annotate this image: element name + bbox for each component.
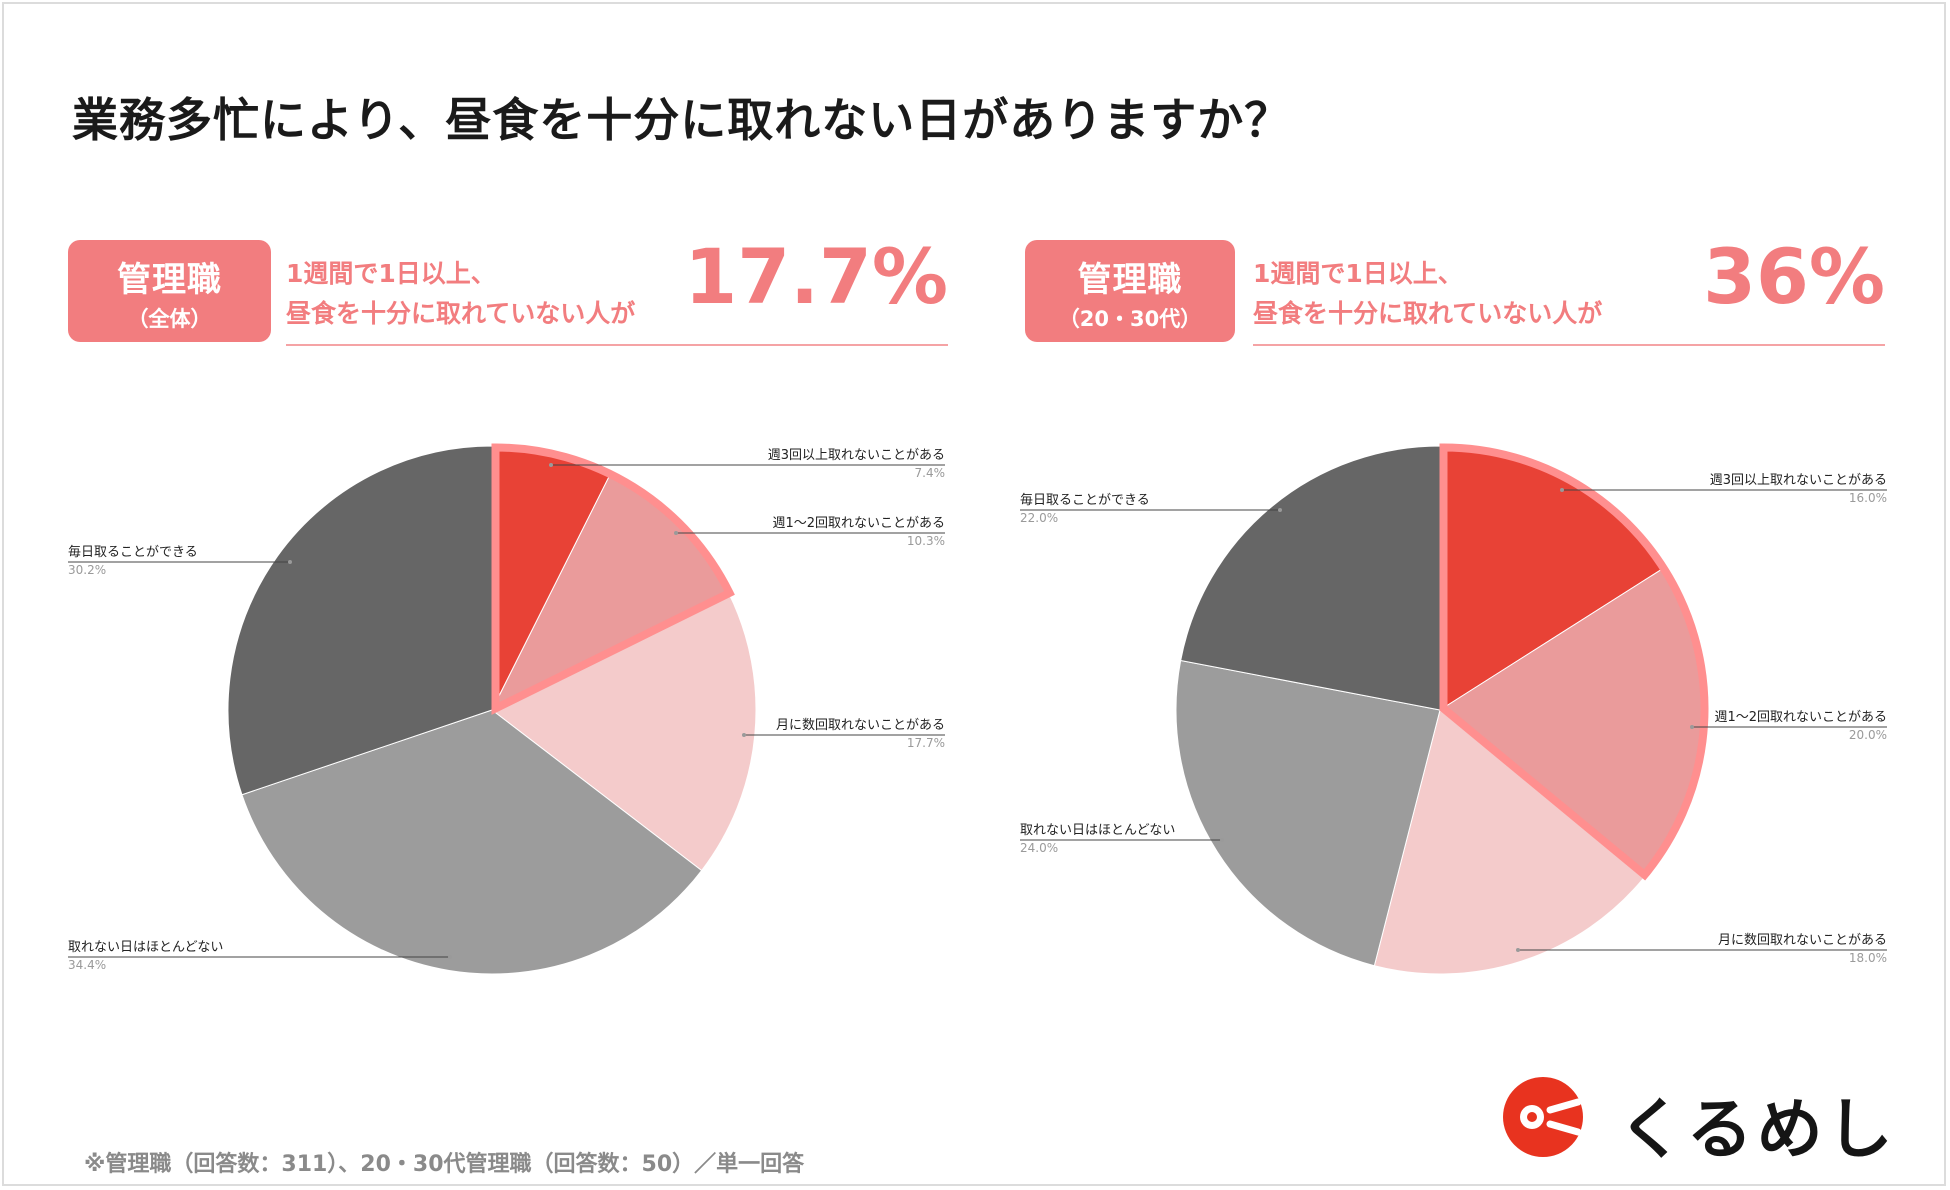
category-label: 週3回以上取れないことがある bbox=[768, 448, 945, 463]
badge-young: 管理職 （20・30代） bbox=[1025, 240, 1235, 342]
summary-text: 1週間で1日以上、 昼食を十分に取れていない人が bbox=[286, 254, 635, 334]
leader-dot bbox=[1278, 508, 1282, 512]
pie-slice bbox=[1180, 445, 1441, 711]
badge-main-label: 管理職 bbox=[1077, 260, 1183, 300]
panel-header-all: 管理職 （全体） 1週間で1日以上、 昼食を十分に取れていない人が 17.7% bbox=[68, 232, 948, 350]
panel-header-young: 管理職 （20・30代） 1週間で1日以上、 昼食を十分に取れていない人が 36… bbox=[1025, 232, 1885, 350]
logo-mark-icon bbox=[1503, 1077, 1583, 1157]
leader-dot bbox=[1690, 725, 1694, 729]
leader-dot bbox=[1220, 838, 1224, 842]
category-label: 取れない日はほとんどない bbox=[1020, 823, 1175, 838]
leader-dot bbox=[742, 733, 746, 737]
value-label: 24.0% bbox=[1020, 841, 1058, 855]
leader-dot bbox=[674, 531, 678, 535]
logo-text: くるめし bbox=[1618, 1091, 1897, 1168]
summary-text: 1週間で1日以上、 昼食を十分に取れていない人が bbox=[1253, 254, 1602, 334]
leader-dot bbox=[549, 463, 553, 467]
leader-dot bbox=[1560, 488, 1564, 492]
highlight-percentage: 17.7% bbox=[684, 232, 948, 321]
kurumeshi-logo: くるめし bbox=[1488, 1072, 1893, 1168]
pie-slice bbox=[241, 709, 703, 975]
footnote: ※管理職（回答数：311）、20・30代管理職（回答数：50）／単一回答 bbox=[84, 1152, 805, 1177]
category-label: 取れない日はほとんどない bbox=[68, 940, 223, 955]
value-label: 16.0% bbox=[1849, 491, 1887, 505]
leader-dot bbox=[1516, 948, 1520, 952]
value-label: 17.7% bbox=[907, 736, 945, 750]
value-label: 18.0% bbox=[1849, 951, 1887, 965]
value-label: 10.3% bbox=[907, 534, 945, 548]
category-label: 週3回以上取れないことがある bbox=[1710, 473, 1887, 488]
header-underline bbox=[286, 344, 948, 346]
header-underline bbox=[1253, 344, 1885, 346]
category-label: 月に数回取れないことがある bbox=[1718, 933, 1887, 948]
badge-all: 管理職 （全体） bbox=[68, 240, 271, 342]
value-label: 34.4% bbox=[68, 958, 106, 972]
category-label: 週1〜2回取れないことがある bbox=[1714, 710, 1887, 725]
category-label: 毎日取ることができる bbox=[68, 544, 198, 560]
pie-slice bbox=[491, 592, 757, 872]
highlight-percentage: 36% bbox=[1703, 232, 1885, 321]
value-label: 20.0% bbox=[1849, 728, 1887, 742]
badge-sub-label: （全体） bbox=[127, 307, 212, 331]
badge-sub-label: （20・30代） bbox=[1058, 307, 1202, 331]
summary-line-2: 昼食を十分に取れていない人が bbox=[1253, 299, 1603, 328]
leader-dot bbox=[448, 955, 452, 959]
summary-line-1: 1週間で1日以上、 bbox=[1253, 259, 1463, 288]
value-label: 30.2% bbox=[68, 563, 106, 577]
page-title: 業務多忙により、昼食を十分に取れない日がありますか？ bbox=[72, 93, 1292, 147]
summary-line-1: 1週間で1日以上、 bbox=[286, 259, 496, 288]
pie-slice bbox=[227, 445, 493, 796]
value-label: 7.4% bbox=[915, 466, 946, 480]
value-label: 22.0% bbox=[1020, 511, 1058, 525]
pie-slice bbox=[1175, 659, 1441, 967]
category-label: 週1〜2回取れないことがある bbox=[772, 516, 945, 531]
leader-dot bbox=[288, 560, 292, 564]
category-label: 毎日取ることができる bbox=[1020, 492, 1150, 508]
badge-main-label: 管理職 bbox=[117, 260, 222, 300]
summary-line-2: 昼食を十分に取れていない人が bbox=[286, 299, 636, 328]
pie-slice bbox=[1373, 709, 1645, 975]
highlight-outline bbox=[1439, 443, 1709, 881]
highlight-outline bbox=[491, 443, 735, 715]
category-label: 月に数回取れないことがある bbox=[776, 718, 945, 733]
